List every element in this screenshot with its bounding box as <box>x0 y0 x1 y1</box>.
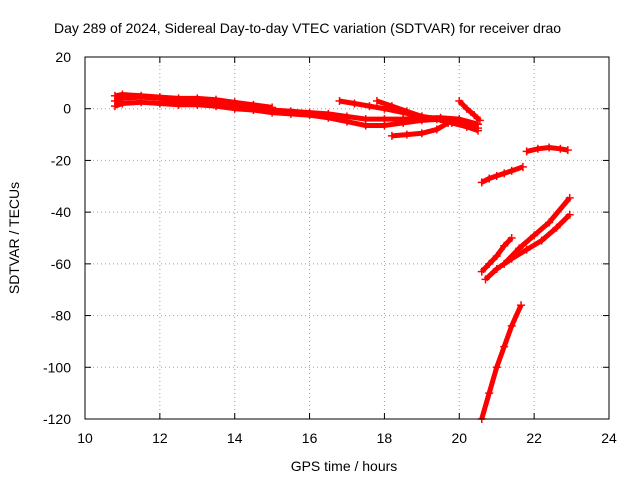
data-point <box>230 98 239 107</box>
data-point <box>444 118 453 127</box>
data-point <box>507 166 516 175</box>
data-point <box>474 126 482 135</box>
data-point <box>475 116 484 125</box>
chart-title: Day 289 of 2024, Sidereal Day-to-day VTE… <box>54 20 561 36</box>
data-point <box>432 115 441 124</box>
data-point <box>137 91 146 100</box>
y-tick-label: -60 <box>51 256 71 272</box>
data-point <box>365 102 374 111</box>
data-point <box>387 131 396 140</box>
tick-layer: 10 12 14 16 18 20 22 24 20 0 -20 -40 -60 -80 -100 -120 <box>43 49 617 446</box>
data-point <box>380 121 389 130</box>
data-point <box>335 96 344 105</box>
data-point <box>563 146 572 155</box>
data-point <box>399 118 408 127</box>
data-point <box>492 171 501 180</box>
x-tick-label: 18 <box>377 430 393 446</box>
data-point <box>110 102 119 111</box>
data-point <box>402 107 411 116</box>
data-point <box>507 234 516 242</box>
data-point <box>481 275 490 284</box>
x-tick-label: 16 <box>302 430 318 446</box>
data-point <box>537 236 546 245</box>
data-point <box>417 129 426 138</box>
data-point <box>118 99 127 108</box>
data-point <box>545 218 554 227</box>
data-point <box>324 113 333 122</box>
y-tick-label: -80 <box>51 308 71 324</box>
data-point <box>305 111 314 120</box>
data-point <box>402 130 411 139</box>
data-point <box>517 301 526 310</box>
data-point <box>500 241 509 250</box>
x-tick-label: 12 <box>152 430 168 446</box>
data-series-12 <box>479 304 524 420</box>
data-point <box>545 143 554 152</box>
data-point <box>533 144 542 153</box>
data-point <box>500 169 509 178</box>
data-point <box>530 231 539 240</box>
data-point <box>500 342 509 351</box>
data-series-6 <box>457 99 482 123</box>
data-point <box>110 91 119 100</box>
data-point <box>343 117 351 126</box>
data-layer <box>110 90 574 423</box>
data-point <box>432 125 441 134</box>
y-tick-label: -40 <box>51 204 71 220</box>
data-series-7 <box>480 164 524 185</box>
data-point <box>485 174 494 183</box>
data-point <box>387 102 396 111</box>
x-tick-label: 24 <box>601 430 617 446</box>
data-point <box>249 100 258 109</box>
data-point <box>462 122 471 131</box>
plot-frame <box>84 56 610 420</box>
data-point <box>372 96 381 105</box>
data-point <box>268 103 277 112</box>
data-point <box>492 363 501 372</box>
y-axis-label: SDTVAR / TECUs <box>6 182 22 294</box>
x-tick-label: 20 <box>451 430 467 446</box>
data-point <box>518 162 527 171</box>
data-point <box>485 389 494 398</box>
data-point <box>286 109 295 118</box>
data-point <box>455 96 464 105</box>
data-point <box>565 210 574 219</box>
data-point <box>417 112 426 121</box>
x-tick-label: 14 <box>227 430 243 446</box>
y-tick-label: -120 <box>43 411 71 427</box>
data-point <box>470 111 479 120</box>
data-point <box>174 94 183 103</box>
x-axis-label: GPS time / hours <box>291 458 398 474</box>
data-point <box>515 244 524 253</box>
data-point <box>155 93 164 102</box>
data-series-11 <box>502 196 572 266</box>
y-tick-label: 0 <box>63 101 71 117</box>
data-point <box>462 104 471 113</box>
data-point <box>552 223 561 232</box>
data-point <box>492 252 501 261</box>
data-point <box>485 259 494 268</box>
data-point <box>118 90 127 99</box>
data-point <box>477 267 486 276</box>
data-point <box>522 245 531 254</box>
y-tick-label: -20 <box>51 152 71 168</box>
data-point <box>477 178 486 187</box>
data-point <box>492 265 501 274</box>
data-point <box>350 99 359 108</box>
data-point <box>565 193 574 202</box>
data-point <box>500 259 509 268</box>
y-tick-label: 20 <box>55 49 71 65</box>
data-point <box>507 321 516 330</box>
data-point <box>522 147 531 156</box>
x-tick-label: 10 <box>77 430 93 446</box>
y-tick-label: -100 <box>43 359 71 375</box>
data-point <box>193 94 202 103</box>
x-tick-label: 22 <box>526 430 542 446</box>
data-series-2 <box>114 92 273 110</box>
data-point <box>556 144 565 153</box>
data-point <box>361 121 370 130</box>
data-point <box>212 95 220 104</box>
